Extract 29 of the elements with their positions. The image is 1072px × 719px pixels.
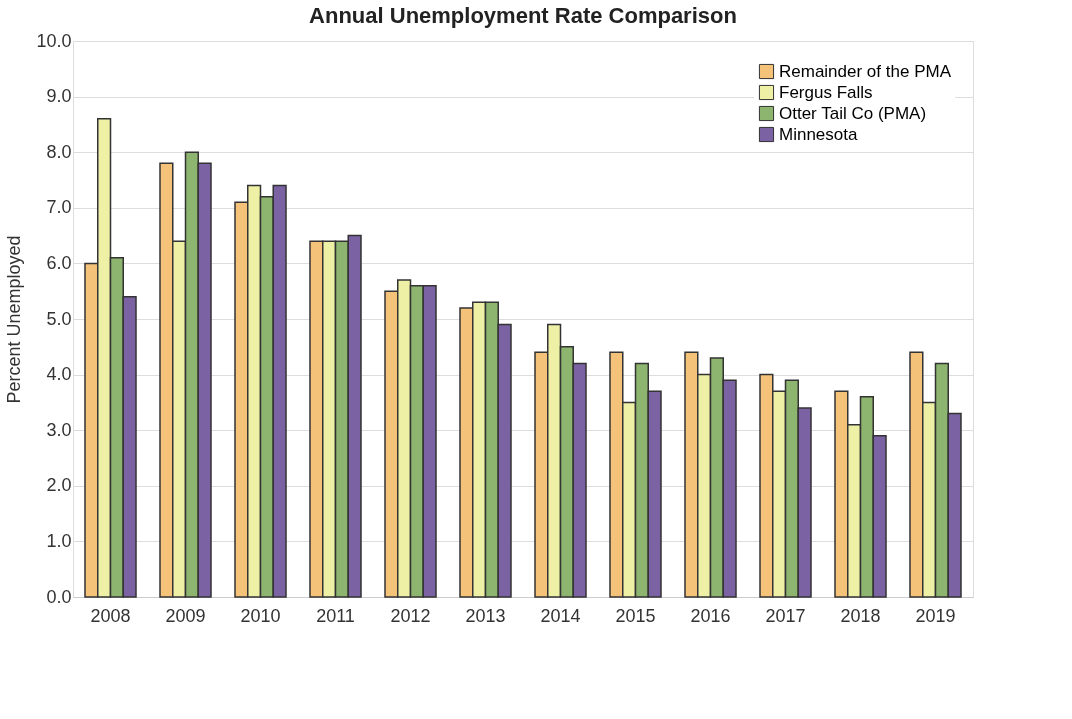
legend-label: Minnesota	[779, 124, 858, 144]
y-tick-label: 10.0	[36, 30, 72, 51]
legend-label: Fergus Falls	[779, 82, 873, 102]
y-tick-label: 0.0	[46, 586, 72, 607]
x-tick-label: 2017	[765, 605, 806, 626]
x-tick-label: 2009	[165, 605, 206, 626]
y-tick-label: 5.0	[46, 308, 72, 329]
x-tick-label: 2010	[240, 605, 281, 626]
y-tick-label: 9.0	[46, 86, 72, 107]
y-tick-label: 8.0	[46, 141, 72, 162]
y-tick-label: 2.0	[46, 475, 72, 496]
x-tick-label: 2011	[316, 605, 355, 626]
y-tick-label: 4.0	[46, 364, 72, 385]
chart-title: Annual Unemployment Rate Comparison	[309, 3, 737, 28]
y-axis-title: Percent Unemployed	[4, 235, 25, 404]
x-tick-label: 2012	[390, 605, 431, 626]
x-tick-label: 2015	[615, 605, 656, 626]
y-tick-label: 3.0	[46, 419, 72, 440]
y-tick-label: 6.0	[46, 252, 72, 273]
y-tick-label: 1.0	[46, 530, 72, 551]
x-tick-label: 2018	[840, 605, 881, 626]
x-tick-label: 2019	[915, 605, 956, 626]
y-tick-label: 7.0	[46, 197, 72, 218]
legend-label: Remainder of the PMA	[779, 61, 952, 81]
x-tick-label: 2013	[465, 605, 506, 626]
x-tick-label: 2014	[540, 605, 581, 626]
legend-label: Otter Tail Co (PMA)	[779, 103, 927, 123]
x-tick-label: 2016	[690, 605, 731, 626]
x-tick-label: 2008	[90, 605, 131, 626]
